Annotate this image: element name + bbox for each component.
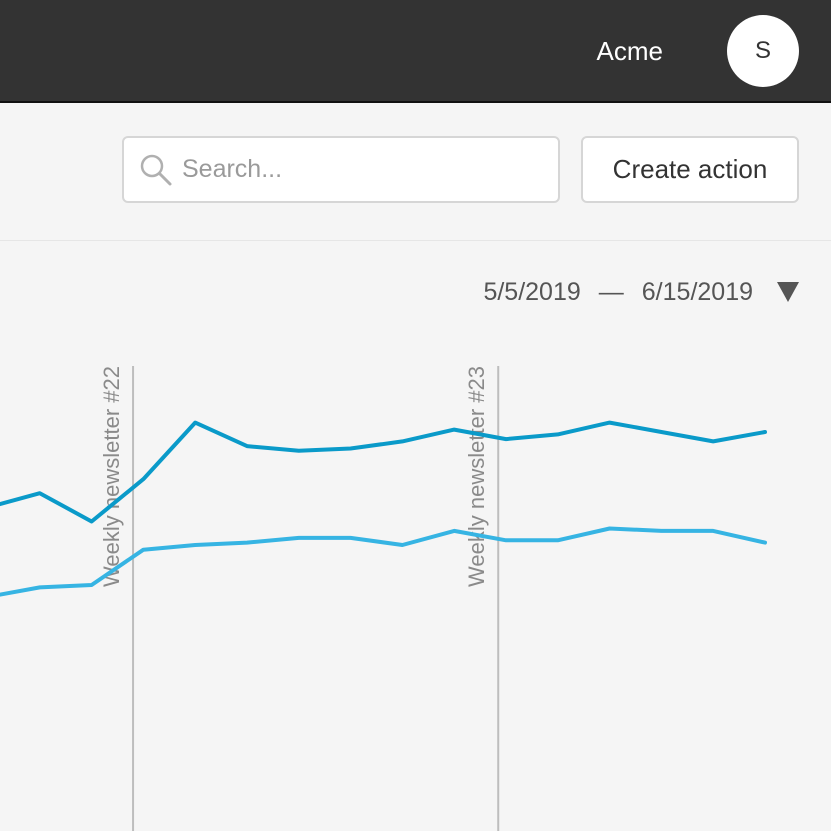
date-range-separator: — — [598, 278, 624, 306]
search-box[interactable] — [122, 136, 560, 203]
create-action-button[interactable]: Create action — [581, 136, 799, 203]
top-navigation-bar: Acme S — [0, 0, 831, 103]
toolbar: Create action — [0, 103, 831, 241]
organization-name[interactable]: Acme — [596, 36, 663, 66]
annotation-label-2: Weekly newsletter #23 — [464, 366, 489, 587]
series-line-2 — [0, 526, 767, 597]
date-range-start: 5/5/2019 — [483, 278, 581, 306]
search-icon — [140, 154, 172, 186]
date-range-picker[interactable]: 5/5/2019 — 6/15/2019 — [483, 276, 799, 308]
date-range-end: 6/15/2019 — [641, 278, 753, 306]
series-line-1 — [0, 420, 767, 524]
search-input[interactable] — [182, 138, 552, 201]
user-avatar[interactable]: S — [727, 15, 799, 87]
avatar-initial: S — [754, 37, 771, 64]
annotation-label-1: Weekly newsletter #22 — [99, 366, 124, 587]
trend-chart: Weekly newsletter #22 Weekly newsletter #… — [0, 366, 767, 831]
chevron-down-icon[interactable] — [777, 282, 799, 302]
